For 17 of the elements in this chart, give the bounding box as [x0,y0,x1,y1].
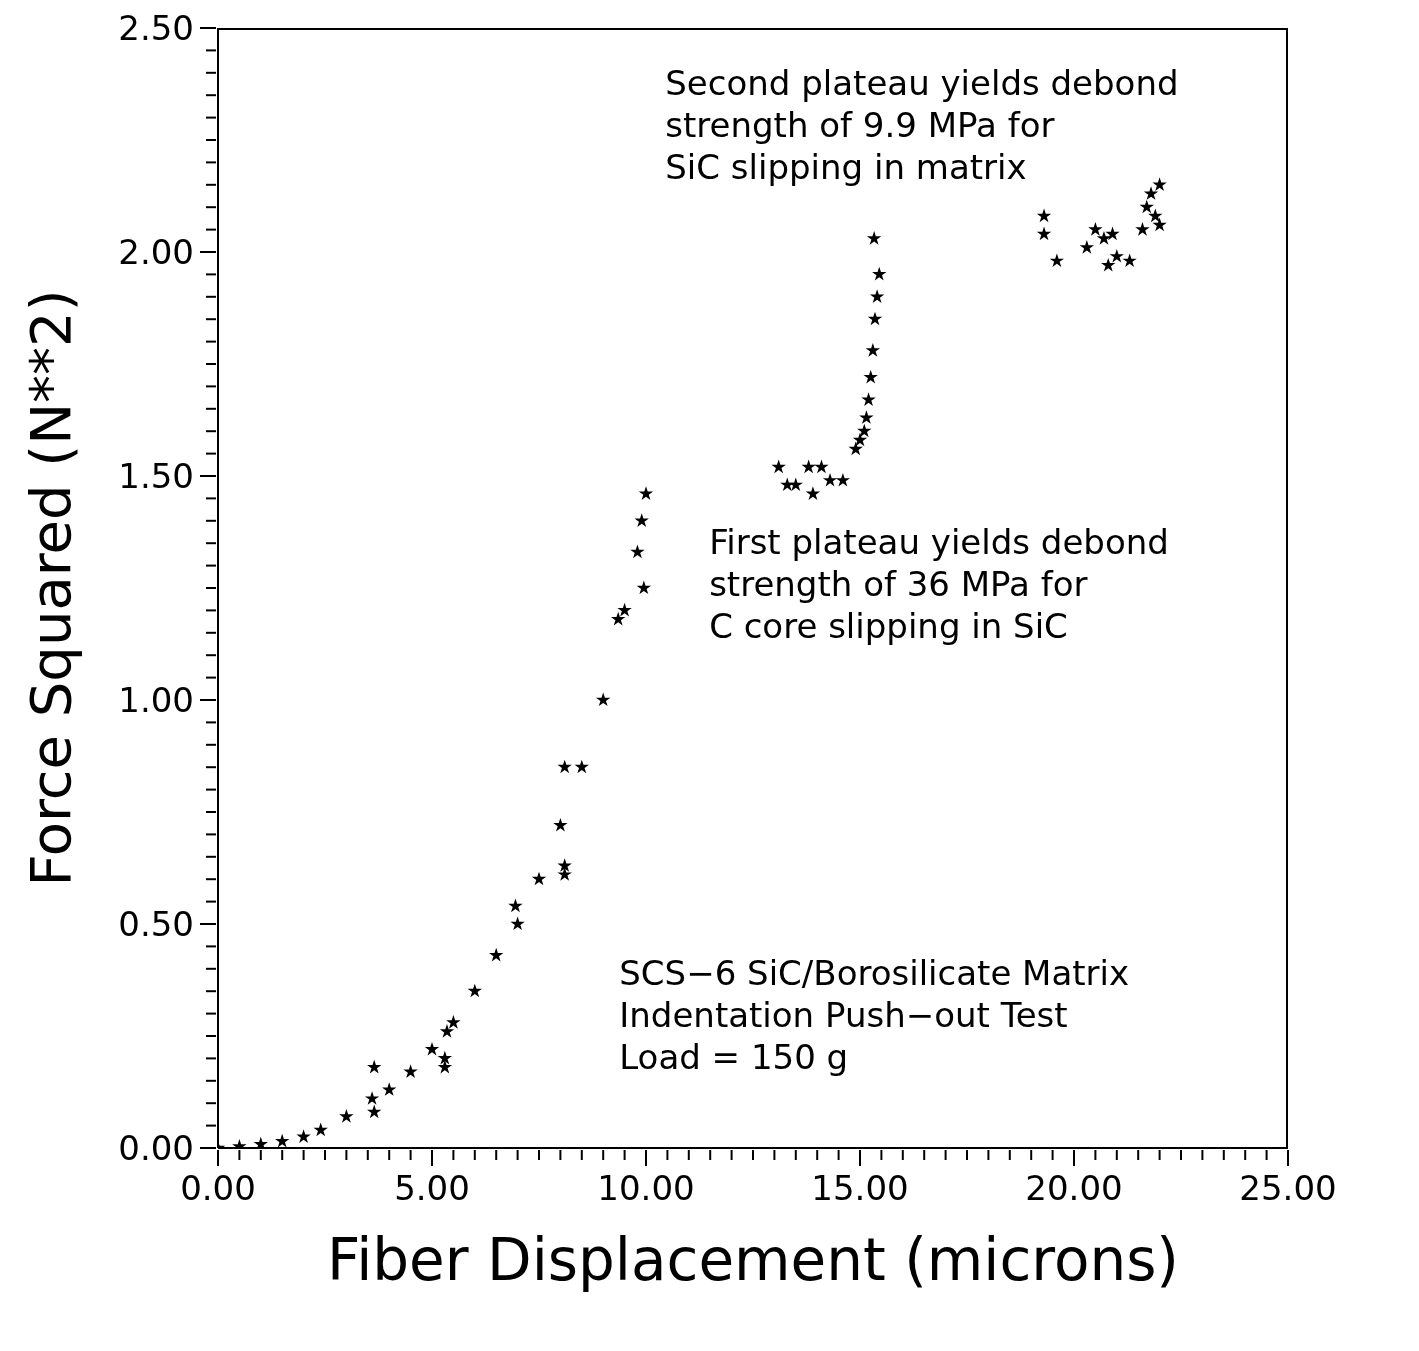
x-axis-title: Fiber Displacement (microns) [327,1226,1179,1294]
y-tick-label: 1.50 [118,456,194,496]
y-tick-label: 1.00 [118,680,194,720]
annotation: First plateau yields debond strength of 36 MPa for C core slipping in SiC [709,520,1169,647]
y-tick-label: 2.50 [118,8,194,48]
x-tick-label: 0.00 [180,1168,256,1208]
annotation: SCS−6 SiC/Borosilicate Matrix Indentation Push−out Test Load = 150 g [619,952,1130,1078]
x-tick-label: 10.00 [597,1168,695,1208]
x-tick-label: 25.00 [1239,1168,1337,1208]
x-tick-label: 15.00 [811,1168,909,1208]
y-axis-title: Force Squared (N**2) [18,289,83,887]
y-tick-label: 2.00 [118,232,194,272]
annotation: Second plateau yields debond strength of 9.9 MPa for SiC slipping in matrix [665,61,1179,188]
y-tick-label: 0.00 [118,1128,194,1168]
x-tick-label: 20.00 [1025,1168,1123,1208]
y-tick-label: 0.50 [118,904,194,944]
x-tick-label: 5.00 [394,1168,470,1208]
